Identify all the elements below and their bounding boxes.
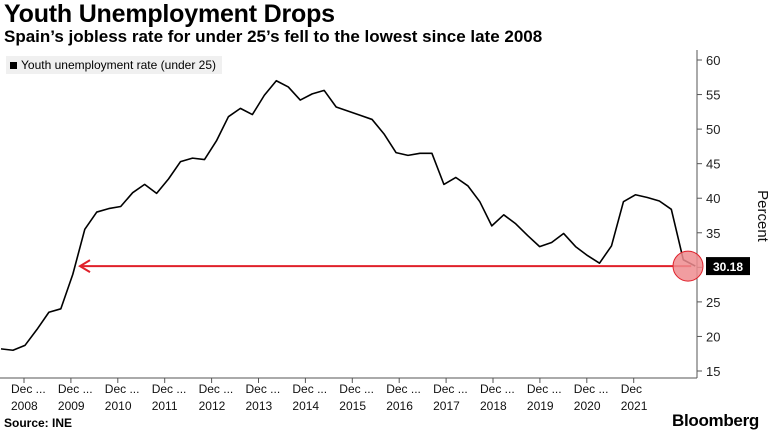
legend-swatch xyxy=(10,61,17,69)
y-tick-label: 55 xyxy=(706,88,720,103)
x-tick-label-month: Dec ... xyxy=(246,382,281,396)
x-tick-label-year: 2011 xyxy=(152,399,178,413)
x-tick-label-year: 2013 xyxy=(246,399,273,413)
x-tick-label-month: Dec ... xyxy=(433,382,468,396)
y-axis: 15202530354045505560Percent xyxy=(696,50,769,379)
x-tick-label-year: 2009 xyxy=(58,399,85,413)
x-tick-label-month: Dec ... xyxy=(199,382,234,396)
x-axis: Dec ... 2008 Dec ... 2009 Dec ... 2010 Dec ...… xyxy=(0,377,697,413)
value-callout-label: 30.18 xyxy=(713,260,743,274)
x-tick-label-year: 2010 xyxy=(105,399,132,413)
x-tick-label-month: Dec ... xyxy=(574,382,609,396)
y-tick-label: 20 xyxy=(706,329,720,344)
x-tick-label-month: Dec ... xyxy=(339,382,374,396)
x-tick-label-month: Dec ... xyxy=(58,382,93,396)
x-tick-label-year: 2015 xyxy=(339,399,366,413)
x-tick-label-year: 2017 xyxy=(433,399,460,413)
x-tick-label-month: Dec xyxy=(621,382,642,396)
x-tick-label-year: 2008 xyxy=(11,399,38,413)
x-tick-label-month: Dec ... xyxy=(11,382,46,396)
x-tick-label-month: Dec ... xyxy=(480,382,515,396)
chart-title: Youth Unemployment Drops xyxy=(4,0,335,28)
x-tick-label-year: 2020 xyxy=(574,399,601,413)
x-tick-label-year: 2012 xyxy=(199,399,226,413)
annotations: 30.18 xyxy=(78,250,750,282)
arrow-head xyxy=(78,259,91,273)
x-tick-label-year: 2014 xyxy=(292,399,319,413)
legend-label: Youth unemployment rate (under 25) xyxy=(21,58,217,72)
series-line-youth-unemployment xyxy=(0,79,696,352)
x-tick-label-year: 2021 xyxy=(621,399,648,413)
y-tick-label: 60 xyxy=(706,53,720,68)
x-tick-label-year: 2018 xyxy=(480,399,507,413)
y-tick-label: 25 xyxy=(706,295,720,310)
value-callout-box xyxy=(706,257,750,276)
y-tick-label: 40 xyxy=(706,191,720,206)
y-tick-label: 45 xyxy=(706,157,720,172)
x-tick-label-month: Dec ... xyxy=(527,382,562,396)
y-axis-label: Percent xyxy=(754,190,769,243)
x-tick-label-month: Dec ... xyxy=(152,382,187,396)
x-tick-label-month: Dec ... xyxy=(105,382,140,396)
y-tick-label: 15 xyxy=(706,364,720,379)
latest-value-marker xyxy=(672,250,704,282)
chart-legend: Youth unemployment rate (under 25) xyxy=(6,56,223,74)
x-tick-label-month: Dec ... xyxy=(386,382,421,396)
plot-area xyxy=(0,79,696,352)
bloomberg-logo: Bloomberg xyxy=(671,411,759,430)
source-note: Source: INE xyxy=(4,416,73,430)
y-tick-label: 50 xyxy=(706,122,720,137)
y-tick-label: 35 xyxy=(706,226,720,241)
x-tick-label-year: 2016 xyxy=(386,399,413,413)
x-tick-label-year: 2019 xyxy=(527,399,554,413)
chart-subtitle: Spain’s jobless rate for under 25’s fell… xyxy=(4,27,543,46)
x-tick-label-month: Dec ... xyxy=(292,382,327,396)
